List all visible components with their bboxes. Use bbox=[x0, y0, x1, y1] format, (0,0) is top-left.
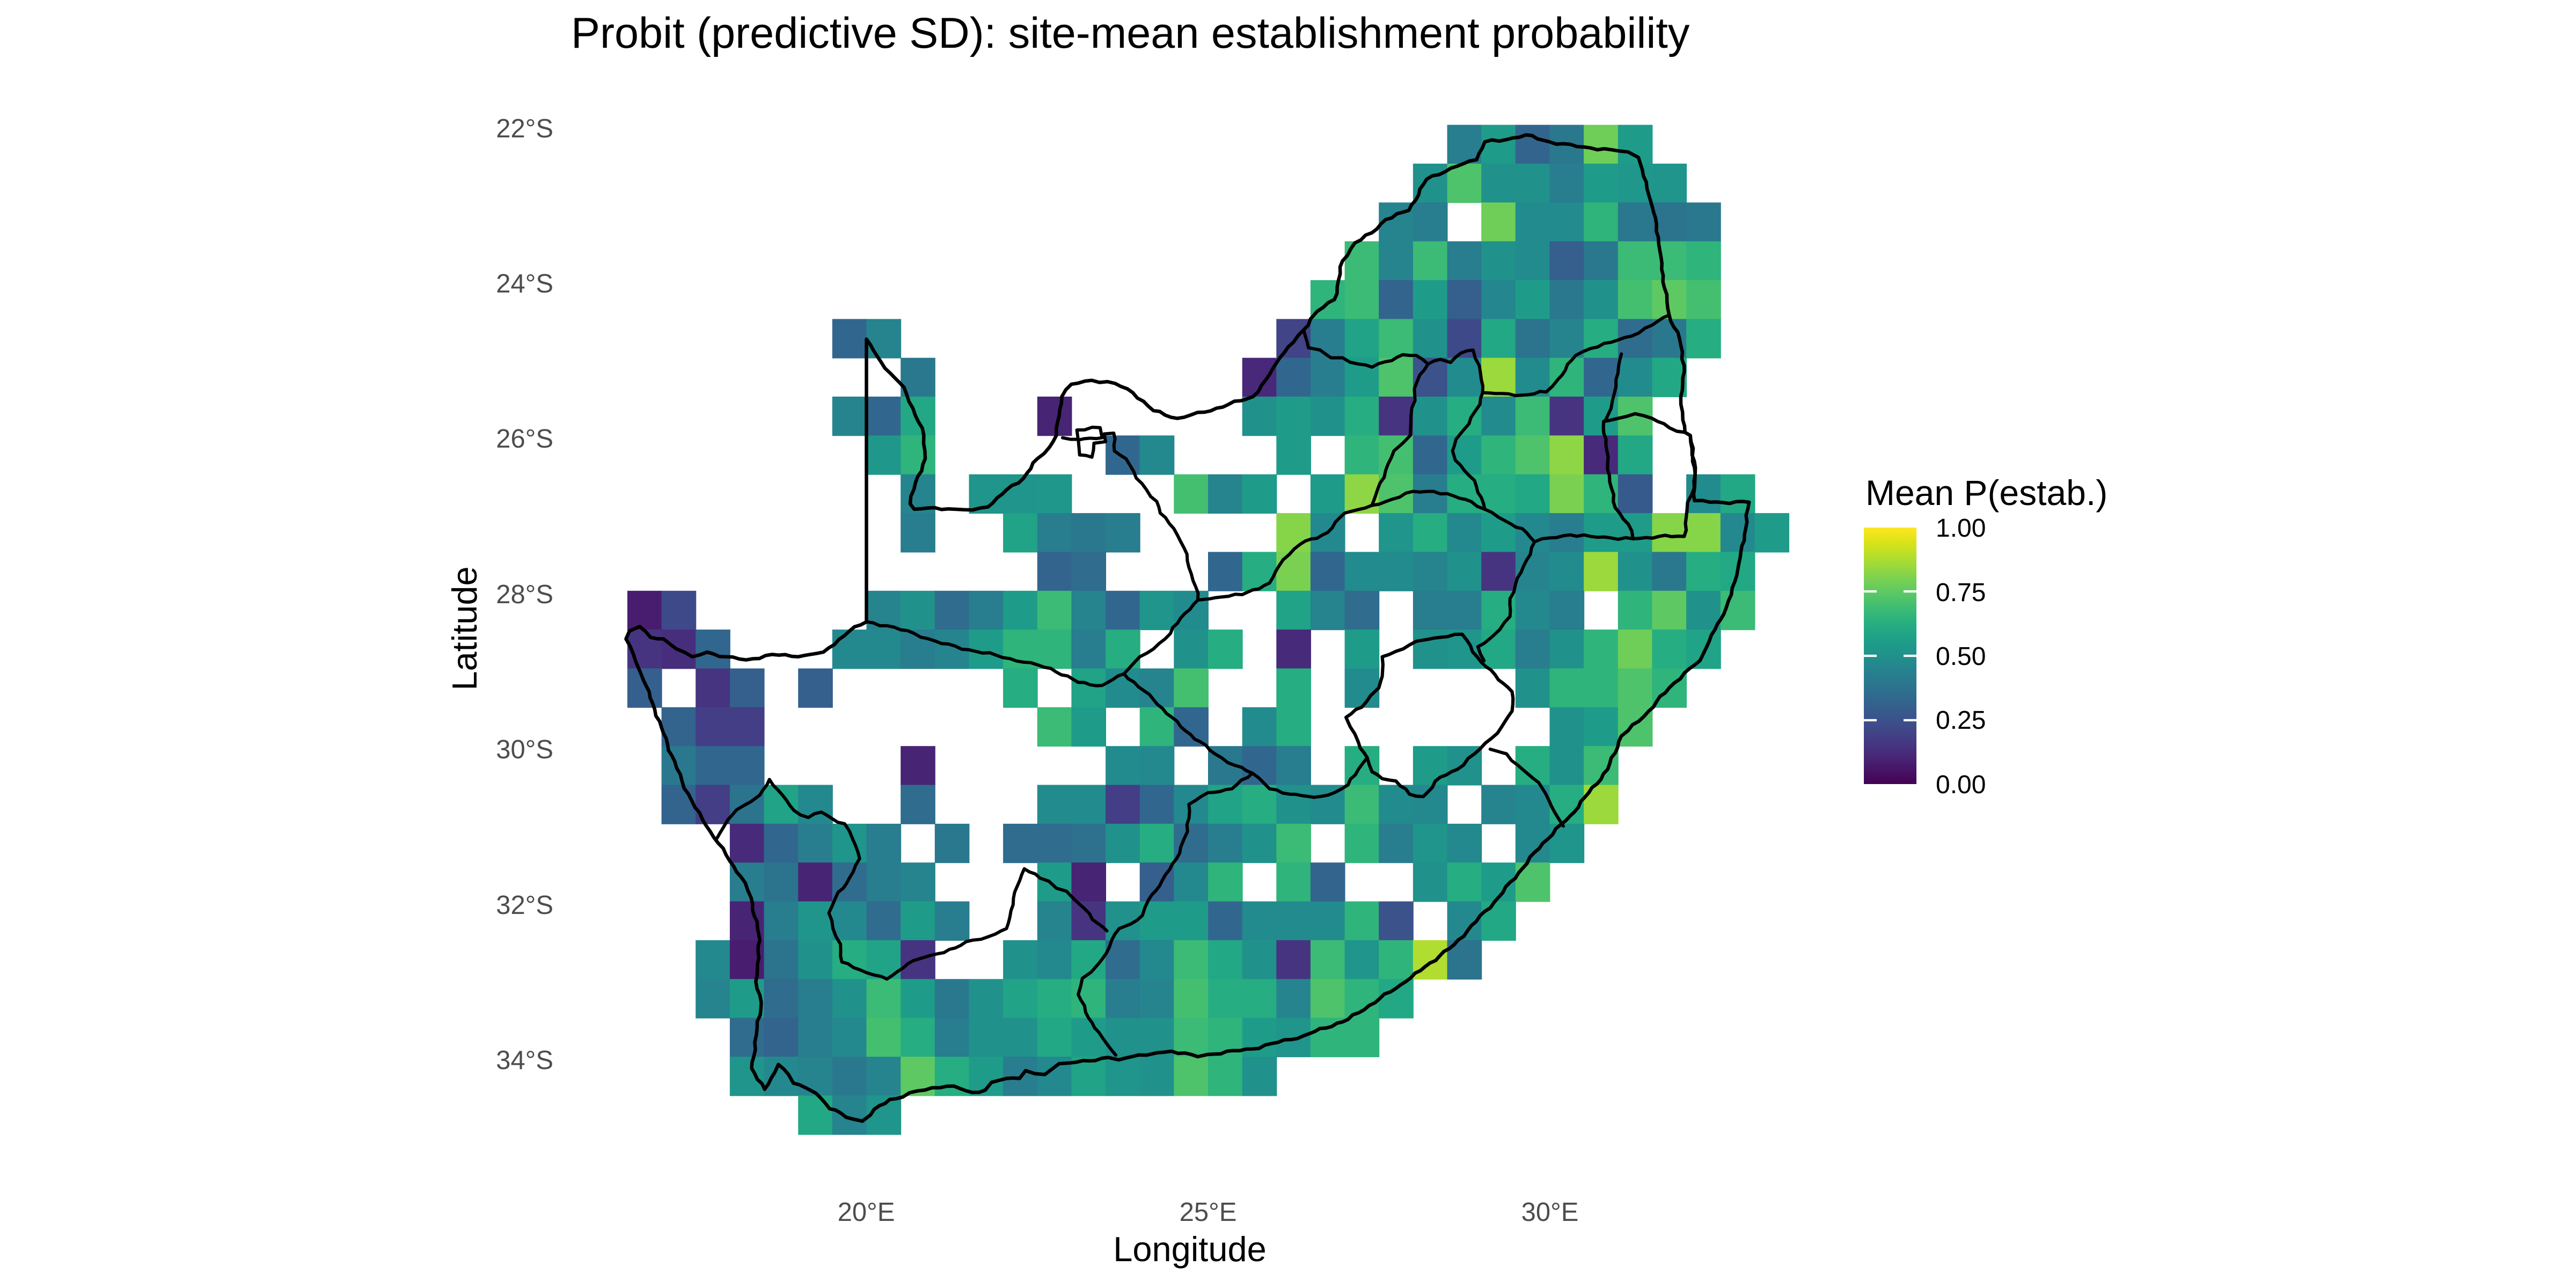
svg-text:34°S: 34°S bbox=[496, 1046, 553, 1075]
svg-text:30°E: 30°E bbox=[1521, 1198, 1579, 1227]
svg-text:Mean P(estab.): Mean P(estab.) bbox=[1865, 473, 2107, 513]
svg-text:Latitude: Latitude bbox=[445, 566, 484, 690]
svg-text:22°S: 22°S bbox=[496, 114, 553, 143]
svg-text:20°E: 20°E bbox=[838, 1198, 895, 1227]
svg-text:0.00: 0.00 bbox=[1936, 771, 1986, 799]
svg-text:1.00: 1.00 bbox=[1936, 514, 1986, 543]
svg-text:0.25: 0.25 bbox=[1936, 706, 1986, 735]
svg-text:0.75: 0.75 bbox=[1936, 579, 1986, 607]
svg-text:Probit (predictive SD): site-m: Probit (predictive SD): site-mean establ… bbox=[571, 9, 1690, 57]
svg-text:0.50: 0.50 bbox=[1936, 642, 1986, 671]
svg-text:24°S: 24°S bbox=[496, 269, 553, 298]
svg-text:28°S: 28°S bbox=[496, 580, 553, 609]
svg-text:25°E: 25°E bbox=[1180, 1198, 1237, 1227]
svg-text:32°S: 32°S bbox=[496, 891, 553, 920]
svg-text:26°S: 26°S bbox=[496, 425, 553, 453]
svg-text:30°S: 30°S bbox=[496, 735, 553, 764]
svg-text:Longitude: Longitude bbox=[1113, 1230, 1267, 1269]
